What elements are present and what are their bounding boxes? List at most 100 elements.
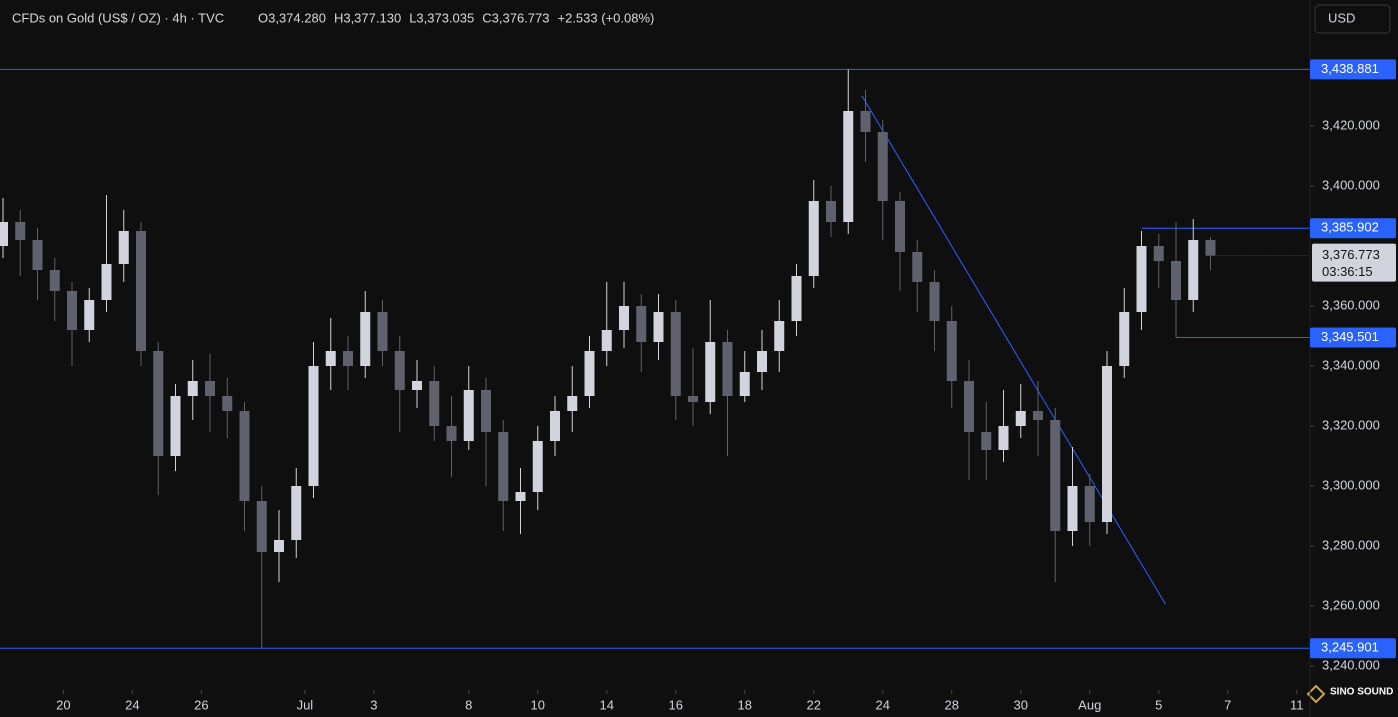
y-tick-label: 3,240.000 [1322,657,1380,672]
candle-body [118,231,129,264]
x-tick-label: 14 [600,697,614,712]
ohlc-value: H3,377.130 [334,10,401,25]
level-label-box [1310,218,1396,239]
plot-area [0,68,1310,649]
logo-icon [1306,684,1326,704]
candle-body [1136,246,1147,312]
candle-body [1153,246,1164,261]
trend-line [861,95,1167,605]
chart-title: CFDs on Gold (US$ / OZ) · 4h · TVC [12,10,224,25]
level-label: 3,385.902 [1321,220,1379,235]
candle-body [136,231,146,351]
candle-body [1171,261,1181,300]
candle-body [343,351,353,366]
x-tick-label: 22 [807,697,821,712]
level-label: 3,245.901 [1321,640,1379,655]
level-label-box [1310,59,1396,80]
candle-body [705,342,716,402]
x-tick-label: 24 [876,697,890,712]
x-tick-label: Jul [297,697,314,712]
x-tick-label: 8 [465,697,472,712]
x-tick-label: 11 [1290,697,1304,712]
candle-body [757,351,767,372]
candle-body [187,381,198,396]
candle-body [170,396,181,456]
candle-body [653,312,664,342]
candle-body [205,381,215,396]
ohlc-value: C3,376.773 [482,10,549,25]
candle-body [532,441,543,492]
candle-body [446,426,457,441]
x-tick-label: 20 [56,697,70,712]
x-tick-label: 16 [669,697,683,712]
y-tick-label: 3,320.000 [1322,417,1380,432]
x-tick-label: Aug [1078,697,1101,712]
candle-body [550,411,560,441]
candle-body [843,111,854,222]
candle-body [774,321,785,351]
candle-body [619,306,629,330]
level-label: 3,349.501 [1321,329,1379,344]
candle-body [1084,486,1095,522]
level-label: 3,438.881 [1321,61,1379,76]
y-tick-label: 3,340.000 [1322,357,1380,372]
candle-body [895,201,905,252]
countdown-label: 03:36:15 [1322,264,1373,279]
candle-body [429,381,440,426]
candle-body [998,426,1009,450]
x-tick-label: 24 [125,697,139,712]
candle-body [1067,486,1078,531]
y-tick-label: 3,400.000 [1322,177,1380,192]
candle-body [239,411,250,501]
candle-body [67,291,77,330]
x-tick-label: 10 [531,697,545,712]
candle-body [412,381,422,390]
candle-body [360,312,371,366]
candle-body [1050,420,1061,531]
candle-body [860,111,871,132]
candle-body [463,390,474,441]
candle-body [1033,411,1043,420]
candle-body [515,492,526,501]
last-price-box [1312,243,1396,282]
candle-body [153,351,164,456]
candle-body [912,252,923,282]
candle-body [0,222,8,246]
candle-body [377,312,388,351]
ohlc-value: +2.533 (+0.08%) [558,10,655,25]
candle-body [49,270,60,291]
candle-body [929,282,940,321]
y-tick-label: 3,280.000 [1322,537,1380,552]
candle-body [498,432,509,501]
candle-body [567,396,578,411]
y-tick-label: 3,260.000 [1322,597,1380,612]
candle-body [981,432,992,450]
logo-text: SINO SOUND [1330,687,1393,698]
x-tick-label: 26 [194,697,208,712]
candle-body [601,330,612,351]
y-tick-label: 3,360.000 [1322,297,1380,312]
currency-label: USD [1328,10,1355,25]
last-price-label: 3,376.773 [1322,247,1380,262]
ohlc-value: L3,373.035 [409,10,474,25]
candle-body [1188,240,1199,300]
candle-body [584,351,595,396]
candle-body [1102,366,1112,522]
candle-body [256,501,267,552]
candle-body [481,390,491,432]
x-tick-label: 5 [1155,697,1162,712]
y-tick-label: 3,420.000 [1322,117,1380,132]
candle-body [308,366,319,486]
candle-body [739,372,750,396]
currency-button[interactable] [1314,4,1391,34]
candle-body [291,486,302,540]
candle-body [15,222,26,240]
x-tick-label: 7 [1224,697,1231,712]
x-tick-label: 30 [1014,697,1028,712]
level-label-box [1310,327,1396,348]
candle-body [946,321,957,381]
candle-body [394,351,405,390]
logo: SINO SOUND [1306,684,1393,704]
ohlc-readout: O3,374.280 H3,377.130 L3,373.035 C3,376.773… [258,10,654,25]
